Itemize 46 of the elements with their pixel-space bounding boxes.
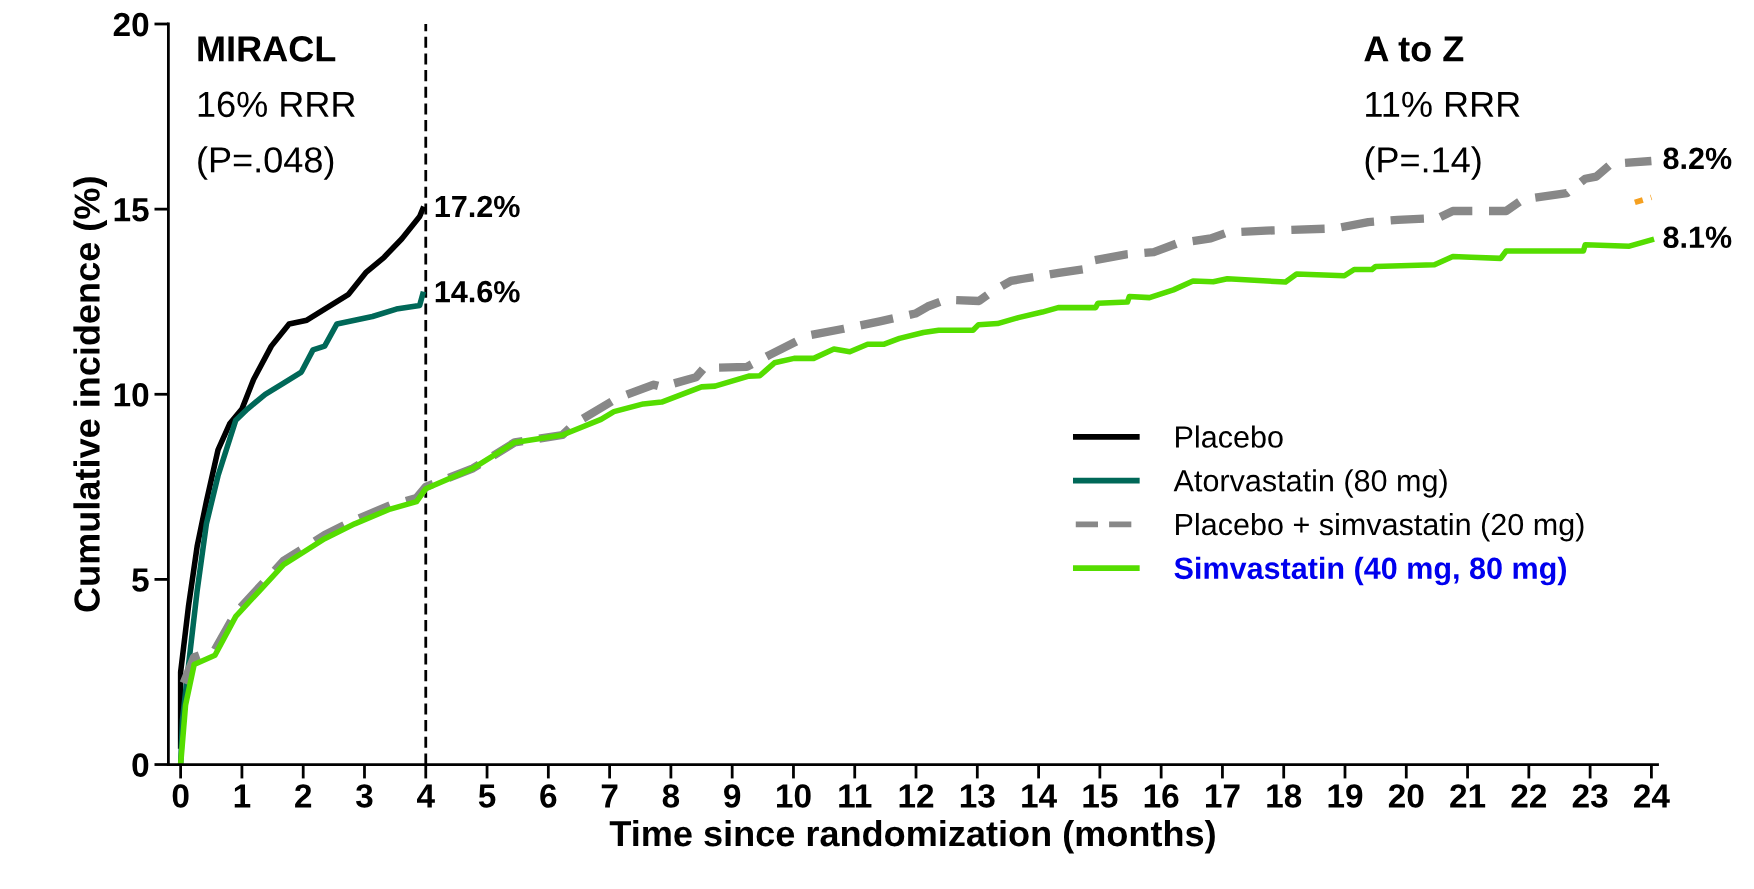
x-tick-label: 19: [1328, 784, 1363, 808]
x-tick-label: 22: [1511, 784, 1547, 808]
x-tick-label: 12: [899, 784, 934, 808]
annotation: 17.2%: [435, 195, 520, 218]
x-tick-label: 14: [1022, 784, 1057, 808]
y-tick-label: 20: [113, 12, 149, 37]
x-tick-label: 18: [1267, 784, 1302, 808]
annotation: (P=.14): [1365, 146, 1481, 180]
annotation: 14.6%: [435, 280, 520, 303]
annotation: (P=.048): [198, 146, 334, 180]
x-tick-label: 5: [478, 784, 496, 808]
x-tick-label: 20: [1388, 784, 1424, 808]
annotation: 16% RRR: [198, 91, 355, 118]
y-tick-label: 5: [132, 568, 149, 592]
legend-label: Simvastatin (40 mg, 80 mg): [1174, 556, 1566, 586]
x-tick-label: 2: [295, 784, 312, 808]
annotation: 11% RRR: [1366, 91, 1520, 118]
y-tick-label: 10: [114, 383, 149, 407]
annotation: MIRACL: [198, 36, 336, 62]
x-tick-label: 8: [662, 784, 680, 808]
x-tick-label: 7: [601, 784, 618, 808]
x-tick-label: 6: [540, 784, 557, 808]
x-tick-label: 15: [1083, 784, 1118, 808]
x-tick-label: 23: [1572, 784, 1608, 808]
x-tick-label: 0: [172, 784, 189, 808]
x-axis-title: Time since randomization (months): [609, 819, 1215, 854]
text: 8.2%: [1663, 147, 1732, 170]
x-tick-label: 17: [1205, 784, 1240, 808]
y-axis-title: Cumulative incidence (%): [73, 177, 108, 612]
annotation: A to Z: [1364, 36, 1464, 62]
text: 8.1%: [1663, 226, 1732, 249]
x-tick-label: 21: [1450, 784, 1486, 808]
legend-label: Placebo + simvastatin (20 mg): [1176, 512, 1584, 542]
x-tick-label: 3: [355, 784, 373, 808]
x-tick-label: 11: [839, 784, 872, 808]
y-tick-label: 0: [132, 753, 149, 777]
legend-label: Atorvastatin (80 mg): [1173, 469, 1447, 498]
x-tick-label: 9: [724, 784, 741, 808]
x-tick-label: 24: [1634, 784, 1670, 808]
x-tick-label: 13: [960, 784, 995, 808]
x-tick-label: 16: [1144, 784, 1179, 808]
x-tick-label: 1: [234, 784, 251, 808]
x-tick-label: 4: [417, 784, 435, 808]
legend-label: Placebo: [1176, 425, 1283, 448]
y-tick-label: 15: [114, 198, 149, 222]
x-tick-label: 10: [777, 784, 811, 808]
